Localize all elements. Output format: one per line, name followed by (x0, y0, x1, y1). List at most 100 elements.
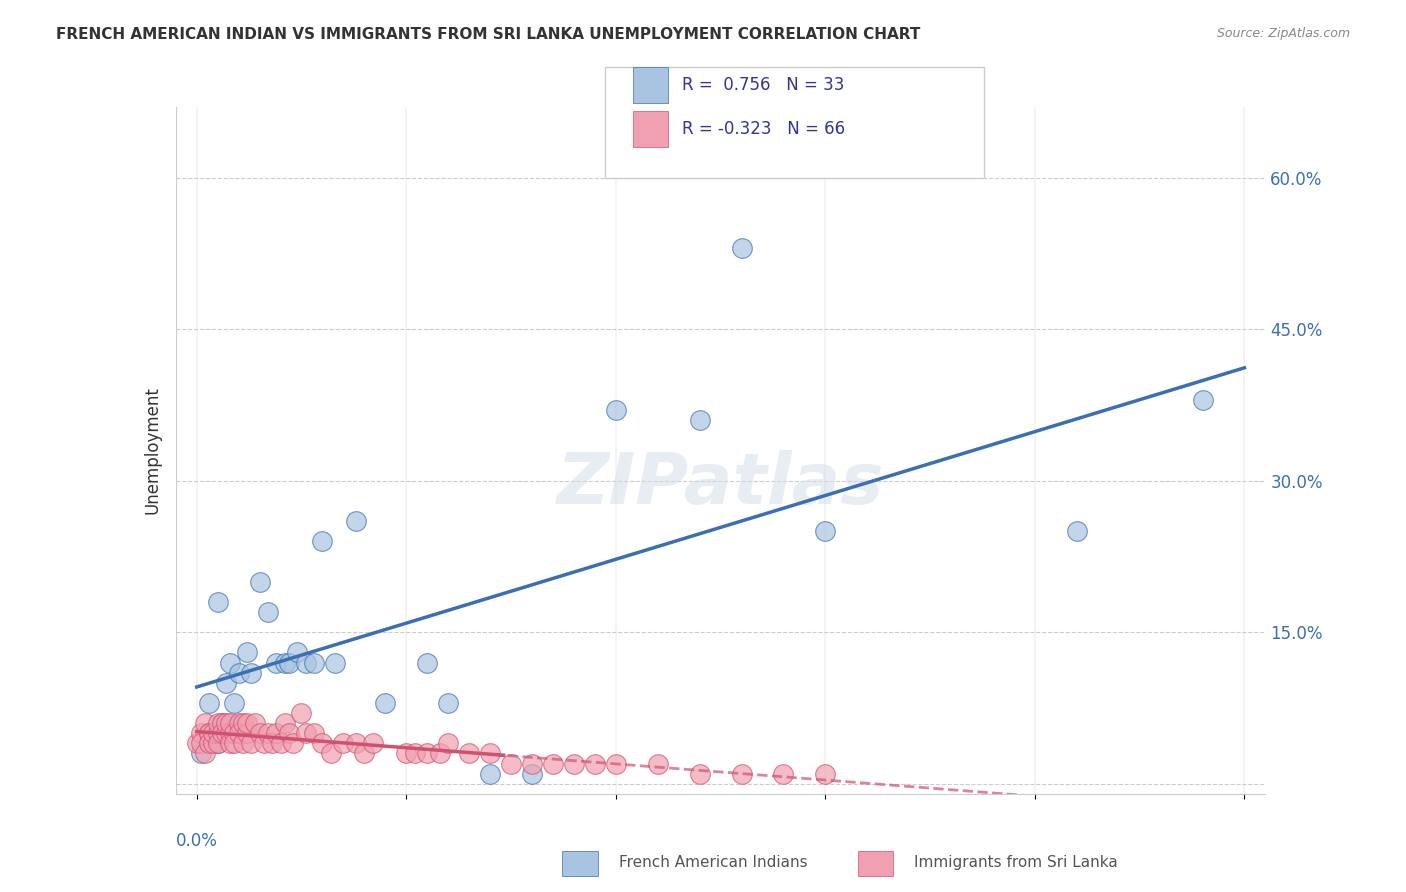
Point (520, 756, 543, 771)
Point (262, 736, 284, 750)
Point (228, 726, 250, 740)
Point (202, 736, 225, 750)
Point (198, 736, 221, 750)
Point (311, 736, 333, 750)
Point (541, 756, 564, 771)
Point (311, 534, 333, 549)
Point (219, 656, 242, 670)
Point (190, 736, 212, 750)
Point (236, 645, 259, 659)
Point (266, 726, 288, 740)
Point (240, 665, 263, 680)
Point (479, 766, 502, 780)
Point (274, 716, 297, 731)
Point (257, 605, 280, 619)
Point (207, 595, 229, 609)
Point (281, 736, 304, 750)
Point (332, 736, 354, 750)
Point (404, 747, 426, 761)
Point (198, 726, 221, 740)
Point (290, 706, 312, 720)
Point (215, 726, 238, 740)
Point (207, 736, 229, 750)
Point (207, 726, 229, 740)
Point (236, 726, 259, 740)
Point (211, 716, 233, 731)
Point (416, 656, 439, 670)
Point (319, 747, 342, 761)
Point (302, 726, 325, 740)
Point (270, 736, 292, 750)
Point (689, 413, 711, 427)
Point (228, 665, 250, 680)
Point (240, 736, 263, 750)
Text: R =  0.756   N = 33: R = 0.756 N = 33 (682, 76, 844, 94)
Point (285, 645, 308, 659)
Point (689, 766, 711, 780)
Point (194, 716, 217, 731)
Point (219, 736, 242, 750)
Point (294, 656, 316, 670)
Point (207, 736, 229, 750)
Text: ZIPatlas: ZIPatlas (557, 450, 884, 519)
Point (429, 747, 451, 761)
Point (211, 726, 233, 740)
Point (194, 747, 217, 761)
Point (253, 736, 276, 750)
Point (232, 716, 254, 731)
Point (437, 736, 460, 750)
Point (202, 726, 225, 740)
Point (236, 716, 259, 731)
Point (224, 726, 246, 740)
Point (219, 716, 242, 731)
Point (323, 656, 346, 670)
Point (647, 756, 669, 771)
Point (277, 726, 299, 740)
Point (228, 716, 250, 731)
Point (1066, 524, 1088, 539)
Point (232, 736, 254, 750)
Point (562, 756, 585, 771)
Point (344, 514, 367, 528)
Point (277, 656, 299, 670)
Point (266, 656, 288, 670)
Point (437, 696, 460, 710)
Point (772, 766, 794, 780)
Point (249, 726, 271, 740)
Y-axis label: Unemployment: Unemployment (143, 386, 162, 515)
Point (215, 675, 238, 690)
Text: 0.0%: 0.0% (176, 831, 218, 850)
Point (499, 756, 522, 771)
Text: FRENCH AMERICAN INDIAN VS IMMIGRANTS FROM SRI LANKA UNEMPLOYMENT CORRELATION CHA: FRENCH AMERICAN INDIAN VS IMMIGRANTS FRO… (56, 27, 921, 42)
Point (353, 747, 375, 761)
Point (605, 756, 627, 771)
Point (730, 766, 752, 780)
Point (249, 574, 271, 589)
Point (583, 756, 606, 771)
Point (814, 766, 837, 780)
Text: Immigrants from Sri Lanka: Immigrants from Sri Lanka (914, 855, 1118, 870)
Point (730, 242, 752, 256)
Point (344, 736, 367, 750)
Point (605, 403, 627, 417)
Point (190, 747, 212, 761)
Point (814, 524, 837, 539)
Point (215, 716, 238, 731)
Point (1191, 392, 1213, 407)
Point (361, 736, 384, 750)
Point (458, 747, 481, 761)
Point (186, 736, 208, 750)
Text: Source: ZipAtlas.com: Source: ZipAtlas.com (1216, 27, 1350, 40)
Point (416, 747, 439, 761)
Point (224, 696, 246, 710)
Point (207, 716, 229, 731)
Point (479, 747, 502, 761)
Point (190, 726, 212, 740)
Point (257, 726, 280, 740)
Point (520, 766, 543, 780)
Text: R = -0.323   N = 66: R = -0.323 N = 66 (682, 120, 845, 138)
Point (211, 716, 233, 731)
Point (224, 736, 246, 750)
Point (198, 726, 221, 740)
Point (198, 696, 221, 710)
